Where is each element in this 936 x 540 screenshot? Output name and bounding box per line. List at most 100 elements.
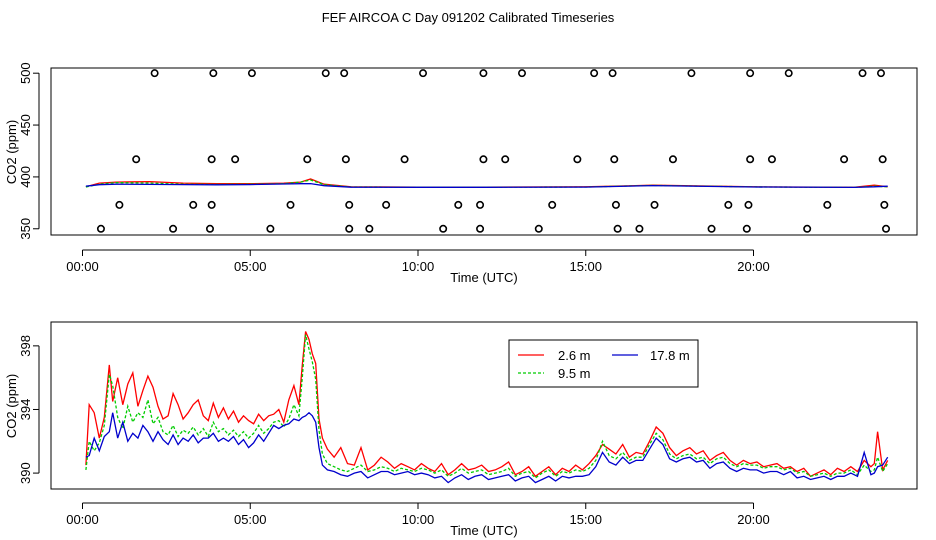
calibration-point [668, 155, 677, 164]
calibration-point [479, 155, 488, 164]
calibration-point [784, 69, 793, 78]
calibration-point [231, 155, 240, 164]
y-tick-label: 390 [18, 462, 33, 484]
calibration-point [266, 224, 275, 233]
calibration-point [724, 200, 733, 209]
calibration-markers [96, 69, 891, 233]
x-tick-label: 00:00 [66, 259, 99, 274]
series-group-bottom [85, 331, 889, 484]
calibration-point [454, 200, 463, 209]
calibration-point [132, 155, 141, 164]
legend-label-2-6m: 2.6 m [558, 348, 591, 363]
calibration-point [476, 224, 485, 233]
calibration-point [247, 69, 256, 78]
legend-label-17-8m: 17.8 m [650, 348, 690, 363]
calibration-point [744, 200, 753, 209]
calibration-point [518, 69, 527, 78]
calibration-point [608, 69, 617, 78]
calibration-point [340, 69, 349, 78]
figure-title: FEF AIRCOA C Day 091202 Calibrated Times… [322, 10, 615, 25]
y-tick-label: 394 [18, 399, 33, 421]
calibration-point [746, 155, 755, 164]
calibration-point [635, 224, 644, 233]
legend-label-9-5m: 9.5 m [558, 366, 591, 381]
calibration-point [878, 155, 887, 164]
series-line-17-8m [85, 182, 888, 189]
y-axis-bottom: 390 394 398 [18, 335, 40, 484]
calibration-point [610, 155, 619, 164]
calibration-point [840, 155, 849, 164]
x-axis-label-top: Time (UTC) [450, 270, 517, 285]
panel-bottom: 00:00 05:00 10:00 15:00 20:00 390 394 398 Time… [4, 321, 918, 538]
calibration-point [534, 224, 543, 233]
calibration-point [207, 155, 216, 164]
calibration-point [650, 200, 659, 209]
calibration-point [479, 69, 488, 78]
calibration-point [611, 200, 620, 209]
calibration-point [548, 200, 557, 209]
x-axis-top: 00:00 05:00 10:00 15:00 20:00 [66, 249, 770, 274]
y-axis-top: 350 400 450 500 [18, 62, 40, 240]
series-line-2-6m [85, 178, 888, 188]
y-tick-label: 500 [18, 62, 33, 84]
calibration-point [303, 155, 312, 164]
panel-top: 00:00 05:00 10:00 15:00 20:00 350 400 450 500 T… [4, 62, 918, 285]
y-tick-label: 450 [18, 114, 33, 136]
calibration-point [707, 224, 716, 233]
y-tick-label: 398 [18, 335, 33, 357]
x-tick-label: 10:00 [402, 512, 435, 527]
calibration-point [400, 155, 409, 164]
calibration-point [345, 224, 354, 233]
calibration-point [207, 200, 216, 209]
calibration-point [573, 155, 582, 164]
calibration-point [746, 69, 755, 78]
x-tick-label: 15:00 [569, 259, 602, 274]
calibration-point [115, 200, 124, 209]
calibration-point [382, 200, 391, 209]
calibration-point [767, 155, 776, 164]
x-tick-label: 05:00 [234, 512, 267, 527]
series-group-top [85, 178, 888, 189]
y-tick-label: 400 [18, 166, 33, 188]
x-tick-label: 05:00 [234, 259, 267, 274]
calibration-point [501, 155, 510, 164]
x-axis-label-bottom: Time (UTC) [450, 523, 517, 538]
x-tick-label: 10:00 [402, 259, 435, 274]
legend: 2.6 m 9.5 m 17.8 m [508, 339, 699, 388]
calibration-point [150, 69, 159, 78]
calibration-point [590, 69, 599, 78]
calibration-point [169, 224, 178, 233]
series-line-9-5m [85, 334, 889, 479]
calibration-point [476, 200, 485, 209]
calibration-point [321, 69, 330, 78]
x-tick-label: 00:00 [66, 512, 99, 527]
plot-frame-bottom [50, 321, 918, 490]
series-line-17-8m [85, 411, 889, 484]
calibration-point [209, 69, 218, 78]
calibration-point [687, 69, 696, 78]
calibration-point [205, 224, 214, 233]
calibration-point [858, 69, 867, 78]
y-tick-label: 350 [18, 218, 33, 240]
calibration-point [613, 224, 622, 233]
calibration-point [880, 200, 889, 209]
calibration-point [96, 224, 105, 233]
calibration-point [876, 69, 885, 78]
calibration-point [365, 224, 374, 233]
series-line-2-6m [85, 331, 889, 478]
x-axis-bottom: 00:00 05:00 10:00 15:00 20:00 [66, 502, 770, 527]
calibration-point [742, 224, 751, 233]
calibration-point [419, 69, 428, 78]
calibration-point [803, 224, 812, 233]
calibration-point [882, 224, 891, 233]
legend-box [508, 339, 699, 388]
calibration-point [189, 200, 198, 209]
y-axis-label-top: CO2 (ppm) [4, 120, 19, 184]
calibration-point [439, 224, 448, 233]
y-axis-label-bottom: CO2 (ppm) [4, 374, 19, 438]
calibration-point [823, 200, 832, 209]
x-tick-label: 20:00 [737, 259, 770, 274]
x-tick-label: 15:00 [569, 512, 602, 527]
calibration-point [341, 155, 350, 164]
